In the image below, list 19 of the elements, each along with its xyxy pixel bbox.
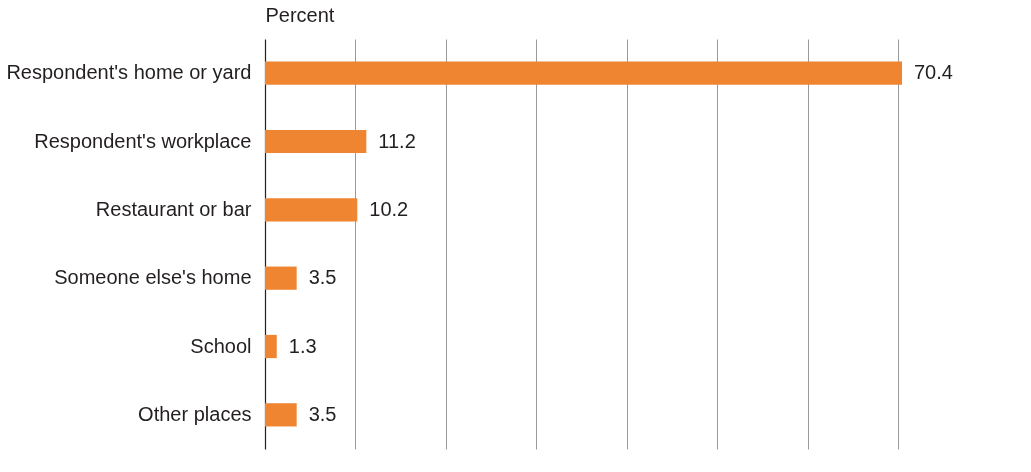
bar <box>265 266 297 290</box>
data-label: 3.5 <box>308 266 337 289</box>
y-tick-label: School <box>190 334 252 357</box>
data-label: 10.2 <box>369 197 409 220</box>
bar <box>265 61 902 85</box>
y-tick-label: Respondent's home or yard <box>6 61 252 84</box>
bar <box>265 403 297 427</box>
x-axis-title: Percent <box>265 3 335 26</box>
data-label: 1.3 <box>288 334 317 357</box>
data-label: 3.5 <box>308 402 337 425</box>
bar <box>265 129 367 154</box>
data-label: 70.4 <box>914 61 953 84</box>
bar <box>265 198 358 222</box>
y-tick-label: Respondent's workplace <box>34 129 252 152</box>
bar <box>265 334 277 359</box>
y-tick-label: Restaurant or bar <box>95 197 252 220</box>
y-tick-label: Someone else's home <box>54 266 252 289</box>
data-label: 11.2 <box>378 129 416 152</box>
y-tick-label: Other places <box>138 402 252 425</box>
